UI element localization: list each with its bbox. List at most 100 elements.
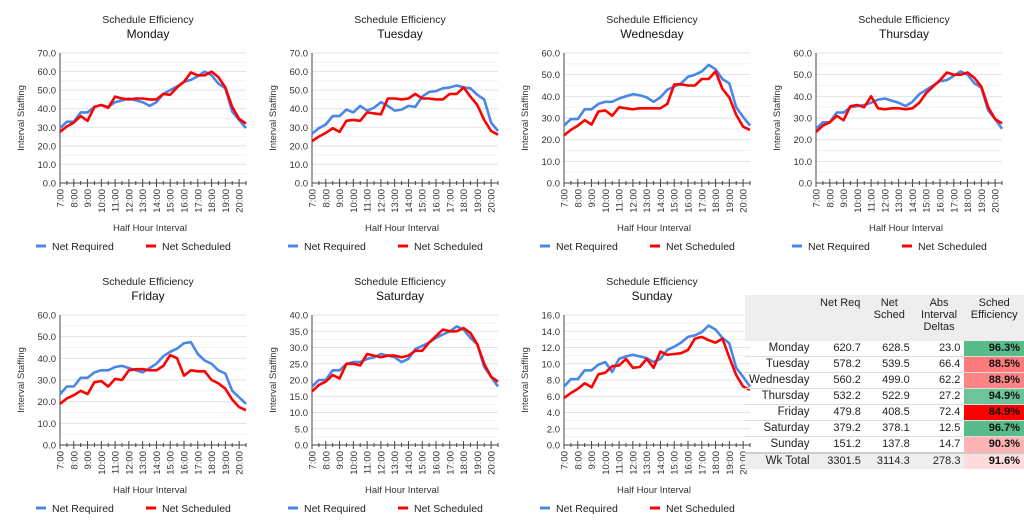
series-line-net-required — [59, 70, 247, 130]
row-efficiency: 84.9% — [964, 404, 1024, 421]
x-tick-label: 10:00 — [853, 189, 864, 213]
header-net-req: Net Req — [815, 295, 865, 341]
x-tick-label: 9:00 — [83, 451, 94, 470]
row-net-req: 532.2 — [815, 388, 865, 405]
y-tick-label: 10.0 — [542, 359, 561, 370]
row-net-req: 578.2 — [815, 356, 865, 373]
legend-label: Net Required — [304, 503, 366, 515]
y-tick-label: 70.0 — [38, 49, 57, 60]
series-line-net-scheduled — [311, 86, 499, 143]
chart-subtitle: Wednesday — [620, 27, 683, 41]
legend-label: Net Required — [52, 503, 114, 515]
x-tick-label: 18:00 — [459, 451, 470, 475]
y-tick-label: 30.0 — [38, 376, 57, 387]
table-row: Monday 620.7 628.5 23.0 96.3% — [745, 341, 1024, 357]
y-tick-label: 15.0 — [290, 392, 309, 403]
y-axis-label: Interval Staffing — [520, 347, 531, 413]
row-abs-deltas: 14.7 — [913, 436, 965, 454]
y-tick-label: 10.0 — [290, 408, 309, 419]
x-tick-label: 13:00 — [138, 451, 149, 475]
x-tick-label: 12:00 — [124, 189, 135, 213]
x-tick-label: 13:00 — [894, 189, 905, 213]
y-tick-label: 6.0 — [547, 392, 560, 403]
row-efficiency: 90.3% — [964, 436, 1024, 454]
chart-subtitle: Friday — [131, 289, 164, 303]
y-tick-label: 10.0 — [38, 419, 57, 430]
x-tick-label: 10:00 — [601, 189, 612, 213]
row-efficiency: 88.5% — [964, 356, 1024, 373]
header-label: Net — [880, 297, 898, 309]
y-tick-label: 0.0 — [799, 179, 812, 190]
x-tick-label: 20:00 — [487, 451, 498, 475]
legend-label: Net Scheduled — [918, 241, 987, 253]
x-tick-label: 14:00 — [908, 189, 919, 213]
row-abs-deltas: 23.0 — [913, 341, 965, 357]
x-axis-label: Half Hour Interval — [113, 485, 187, 496]
series-line-net-scheduled — [59, 70, 247, 133]
chart-title: Schedule Efficiency — [354, 276, 446, 288]
x-tick-label: 9:00 — [587, 189, 598, 208]
row-abs-deltas: 12.5 — [913, 420, 965, 437]
row-day: Saturday — [745, 420, 816, 437]
x-tick-label: 16:00 — [432, 189, 443, 213]
y-tick-label: 40.0 — [542, 92, 561, 103]
x-tick-label: 8:00 — [321, 451, 332, 470]
row-efficiency: 88.9% — [964, 372, 1024, 389]
row-net-req: 151.2 — [815, 436, 865, 454]
chart-monday: Schedule Efficiency Monday 0.0 10.0 20.0 30.0… — [0, 0, 250, 263]
row-net-sched: 522.9 — [864, 388, 914, 405]
x-tick-label: 11:00 — [615, 189, 626, 212]
header-label: Sched — [978, 297, 1010, 309]
header-abs-deltas: Abs Interval Deltas — [913, 295, 965, 341]
y-tick-label: 50.0 — [542, 70, 561, 81]
x-tick-label: 14:00 — [152, 189, 163, 213]
legend-label: Net Scheduled — [666, 241, 735, 253]
x-tick-label: 19:00 — [473, 189, 484, 213]
x-tick-label: 20:00 — [739, 451, 750, 475]
x-tick-label: 9:00 — [335, 189, 346, 208]
series-line-net-required — [815, 70, 1004, 130]
row-abs-deltas: 72.4 — [913, 404, 965, 421]
x-tick-label: 14:00 — [404, 451, 415, 475]
row-net-sched: 499.0 — [864, 372, 914, 389]
x-tick-label: 20:00 — [739, 189, 750, 213]
x-tick-label: 20:00 — [235, 189, 246, 213]
x-tick-label: 18:00 — [711, 189, 722, 213]
x-tick-label: 18:00 — [711, 451, 722, 475]
chart-friday: Schedule Efficiency Friday 0.0 10.0 20.0 30.0… — [0, 262, 250, 525]
x-tick-label: 13:00 — [642, 451, 653, 475]
x-tick-label: 8:00 — [573, 451, 584, 470]
row-day: Monday — [745, 341, 816, 357]
table-row: Friday 479.8 408.5 72.4 84.9% — [745, 404, 1024, 421]
row-efficiency: 94.9% — [964, 388, 1024, 405]
y-axis-label: Interval Staffing — [268, 85, 279, 151]
legend-label: Net Required — [304, 241, 366, 253]
x-tick-label: 15:00 — [922, 189, 933, 213]
y-tick-label: 10.0 — [290, 160, 309, 171]
chart-subtitle: Monday — [127, 27, 170, 41]
row-net-req: 379.2 — [815, 420, 865, 437]
x-tick-label: 10:00 — [97, 451, 108, 475]
legend-label: Net Scheduled — [162, 241, 231, 253]
table-row: Saturday 379.2 378.1 12.5 96.7% — [745, 420, 1024, 437]
header-day — [745, 295, 816, 341]
y-tick-label: 50.0 — [290, 86, 309, 97]
x-tick-label: 17:00 — [697, 189, 708, 213]
row-net-sched: 539.5 — [864, 356, 914, 373]
y-axis-label: Interval Staffing — [268, 347, 279, 413]
x-tick-label: 19:00 — [473, 451, 484, 475]
x-tick-label: 9:00 — [587, 451, 598, 470]
x-tick-label: 16:00 — [936, 189, 947, 213]
x-tick-label: 13:00 — [642, 189, 653, 213]
y-axis-label: Interval Staffing — [16, 85, 27, 151]
x-axis-label: Half Hour Interval — [365, 223, 439, 234]
x-axis-label: Half Hour Interval — [365, 485, 439, 496]
y-tick-label: 20.0 — [542, 135, 561, 146]
x-axis-label: Half Hour Interval — [869, 223, 943, 234]
y-tick-label: 40.0 — [290, 104, 309, 115]
chart-title: Schedule Efficiency — [606, 276, 698, 288]
x-tick-label: 7:00 — [560, 451, 571, 470]
series-line-net-scheduled — [311, 326, 499, 393]
